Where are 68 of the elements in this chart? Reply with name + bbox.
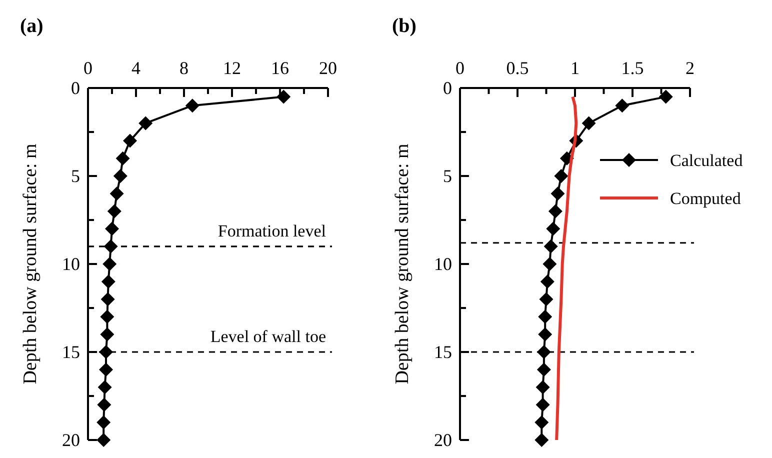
point — [185, 98, 200, 113]
point — [101, 274, 116, 289]
y-axis-title: Depth below ground surface: m — [20, 143, 41, 384]
point — [548, 204, 562, 218]
point — [550, 186, 565, 201]
y-tick-label: 10 — [62, 254, 80, 274]
point — [542, 257, 557, 271]
y-tick-label: 0 — [71, 78, 80, 98]
point — [104, 239, 118, 254]
y-tick-label: 15 — [62, 342, 80, 362]
chart-title: (a) — [20, 15, 44, 37]
ref-line-label: Formation level — [218, 221, 326, 240]
point — [536, 398, 550, 412]
y-axis-title: Depth below ground surface: m — [392, 143, 413, 384]
x-tick-label: 20 — [319, 58, 337, 78]
point — [546, 222, 560, 236]
point — [658, 90, 673, 104]
point — [100, 310, 114, 324]
point — [534, 433, 549, 447]
y-tick-label: 15 — [434, 342, 452, 362]
point — [110, 186, 124, 201]
legend-label: Calculated — [670, 151, 744, 170]
x-tick-label: 16 — [271, 58, 289, 78]
point — [538, 310, 552, 324]
point — [99, 345, 113, 359]
x-tick-label: 0 — [456, 58, 464, 78]
point — [105, 222, 119, 236]
point — [116, 151, 130, 166]
point — [99, 362, 113, 377]
point — [538, 327, 552, 342]
point — [100, 292, 115, 306]
ref-line-label: Level of wall toe — [210, 327, 326, 346]
point — [96, 433, 111, 447]
point — [123, 134, 137, 148]
y-tick-label: 10 — [434, 254, 452, 274]
point — [107, 204, 122, 218]
point — [615, 98, 630, 113]
y-tick-label: 20 — [62, 430, 80, 450]
point — [554, 169, 568, 183]
x-tick-label: 4 — [132, 58, 140, 78]
point — [97, 398, 112, 412]
point — [534, 415, 549, 430]
y-tick-label: 20 — [434, 430, 452, 450]
point — [536, 362, 551, 377]
point — [540, 274, 554, 289]
x-tick-label: 1 — [570, 58, 580, 78]
point — [544, 239, 558, 254]
x-tick-label: 1.5 — [621, 58, 644, 78]
y-tick-label: 0 — [443, 78, 452, 98]
chart-title: (b) — [392, 15, 416, 37]
point — [536, 345, 551, 359]
legend-label: Computed — [670, 189, 742, 208]
x-tick-label: 0 — [84, 58, 92, 78]
point — [582, 116, 596, 130]
x-tick-label: 0.5 — [506, 58, 529, 78]
x-tick-label: 8 — [180, 58, 188, 78]
point — [536, 380, 550, 394]
point — [539, 292, 554, 306]
point — [113, 169, 128, 183]
x-tick-label: 2 — [686, 58, 694, 78]
y-tick-label: 5 — [71, 166, 80, 186]
point — [102, 257, 117, 271]
y-tick-label: 5 — [443, 166, 452, 186]
x-tick-label: 12 — [223, 58, 241, 78]
point — [138, 116, 153, 130]
point — [96, 415, 111, 430]
point — [100, 327, 114, 342]
point — [98, 380, 112, 394]
